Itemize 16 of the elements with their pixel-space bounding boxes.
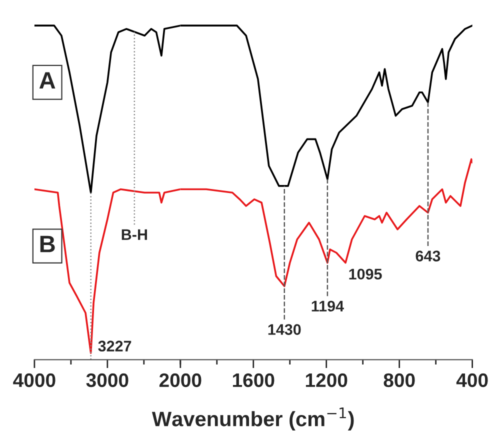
series-label: A (39, 72, 56, 88)
ref-line-label: 1194 (312, 300, 344, 312)
ref-line-label: 3227 (98, 340, 132, 352)
x-tick-label: 3000 (86, 373, 128, 388)
x-tick-label: 2000 (159, 373, 202, 388)
x-tick-label: 1600 (232, 373, 274, 388)
x-tick-label: 400 (456, 373, 488, 388)
x-tick-label: 4000 (13, 373, 56, 388)
ref-line-label: B-H (122, 229, 147, 240)
annotation: 1095 (349, 268, 382, 280)
x-tick-label: 800 (384, 373, 415, 388)
series-label: B (40, 236, 55, 252)
ref-line-label: 1430 (268, 324, 301, 335)
ref-line-label: 643 (416, 250, 440, 262)
x-axis-title: Wavenumber (cm$^{−1}$) (152, 408, 354, 430)
x-tick-label: 1200 (306, 373, 348, 388)
